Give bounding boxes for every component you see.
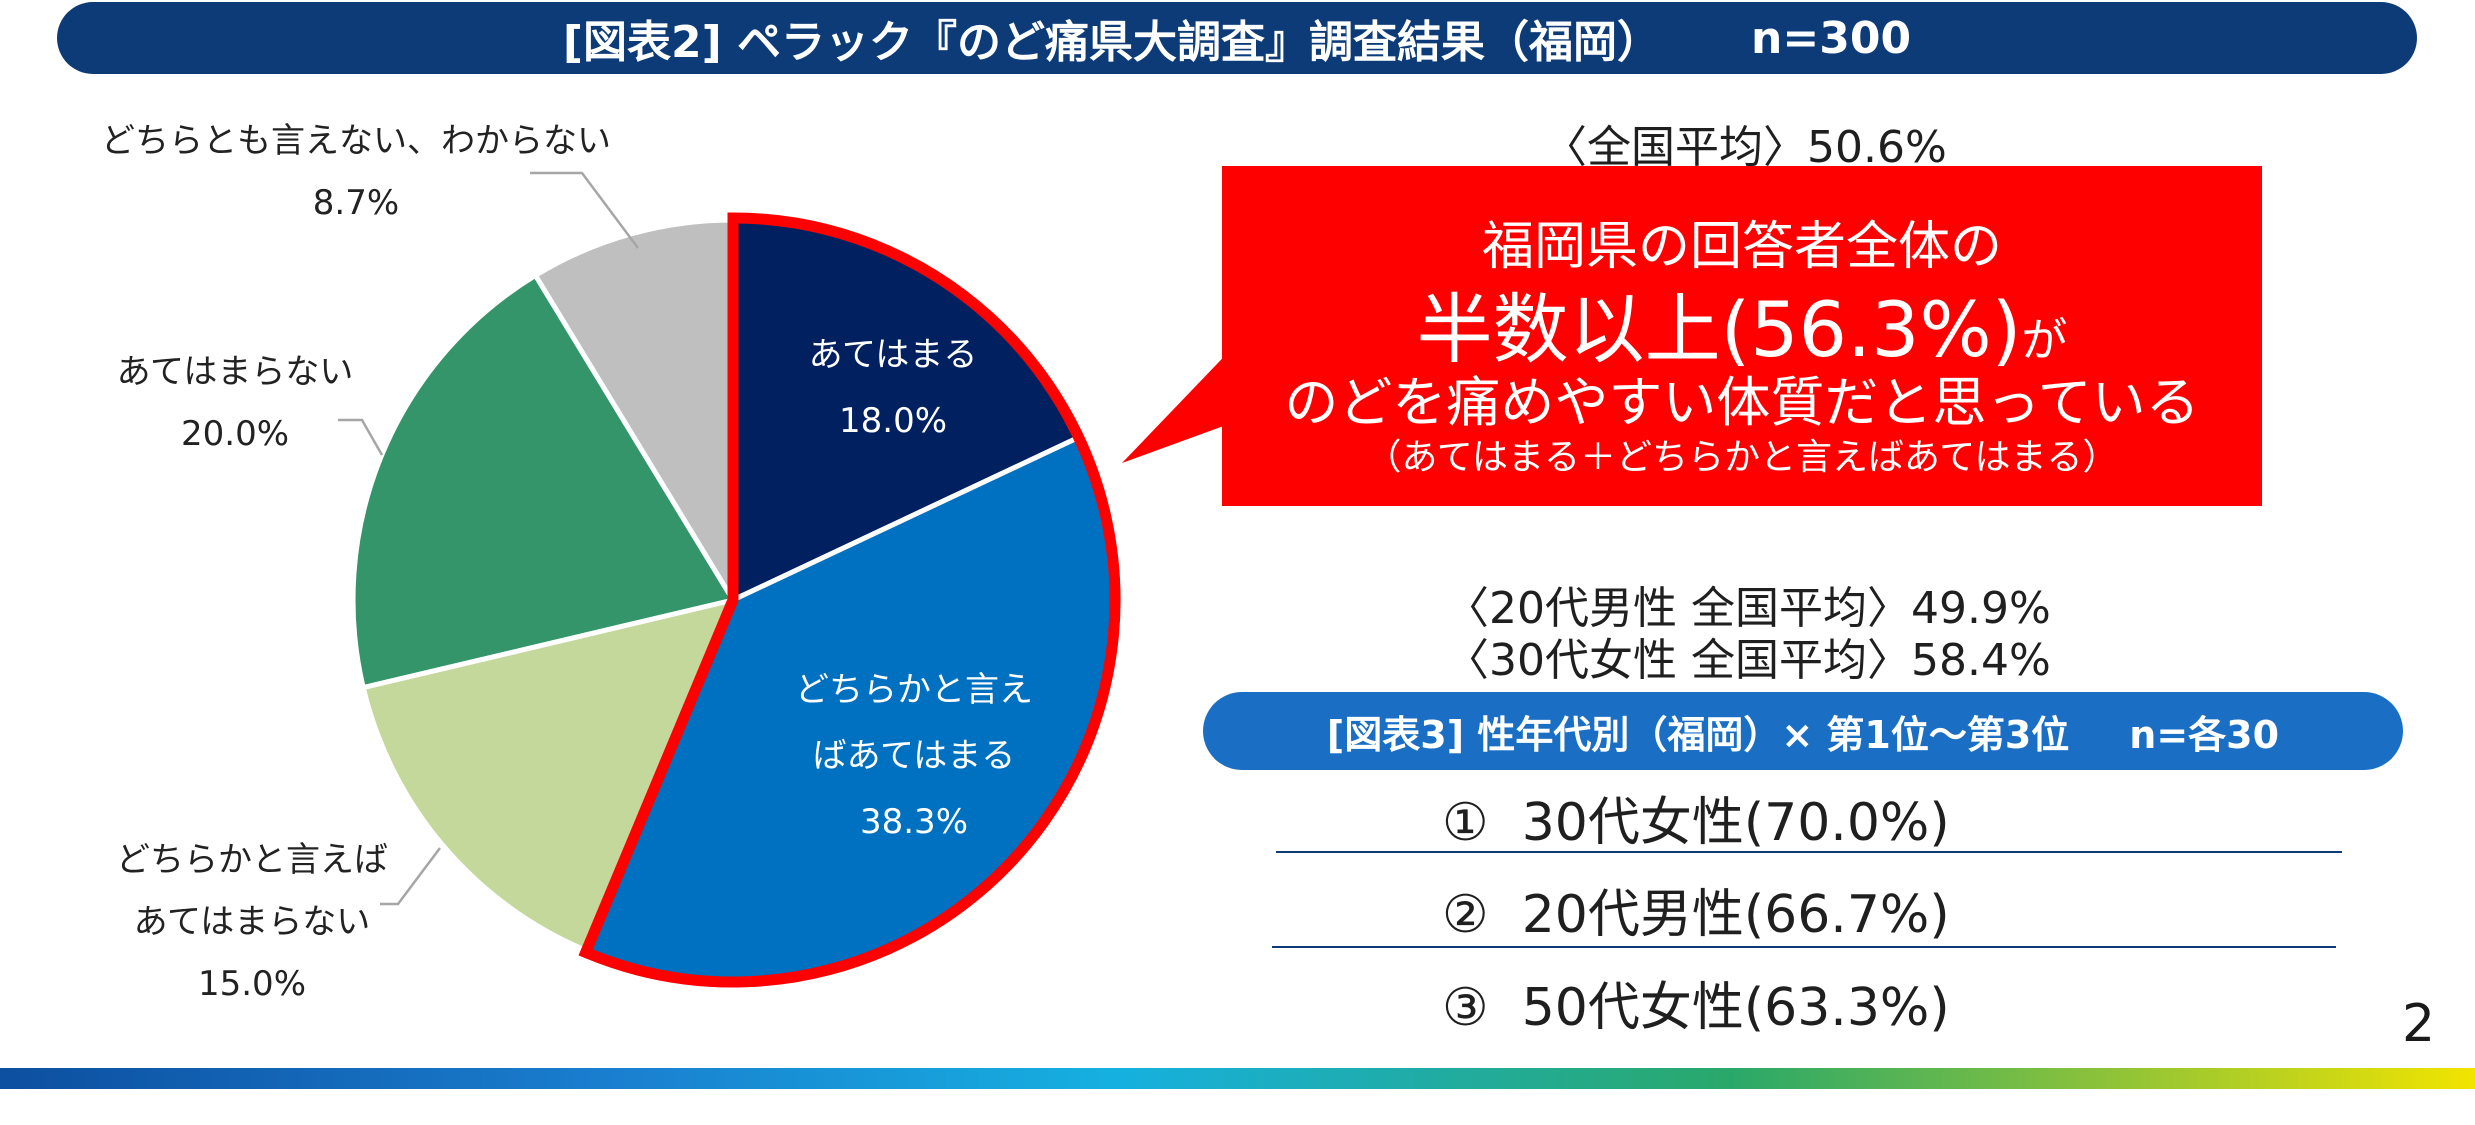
- ranking-title: [図表3] 性年代別（福岡）× 第1位〜第3位: [1326, 712, 2070, 757]
- rank-mark: ②: [1442, 885, 1489, 945]
- header-banner: [図表2] ペラック『のど痛県大調査』調査結果（福岡） n=300: [57, 2, 2417, 74]
- rank-divider: [1276, 851, 2342, 853]
- rank-text: 20代男性(66.7%): [1521, 885, 1950, 945]
- slice-label-s2: どちらかと言えば あてはまらない 15.0%: [116, 840, 388, 1004]
- callout-particle: が: [2021, 313, 2068, 367]
- female30-average: 〈30代女性 全国平均〉58.4%: [1445, 635, 2051, 686]
- rank-item-3: ③ 50代女性(63.3%): [1442, 965, 1950, 1040]
- pie-slice-4: [532, 217, 736, 609]
- callout-line2: 半数以上(56.3%)が: [1222, 268, 2262, 378]
- header-title: [図表2] ペラック『のど痛県大調査』調査結果（福岡）: [562, 17, 1662, 68]
- leader-line-1: [338, 418, 384, 456]
- ranking-sample: n=各30: [2129, 712, 2280, 757]
- leader-line-2: [380, 847, 441, 906]
- slice-label-s3: あてはまらない 20.0%: [116, 352, 354, 454]
- rank-mark: ①: [1442, 793, 1489, 853]
- callout-line1: 福岡県の回答者全体の: [1481, 217, 2002, 277]
- rank-item-1: ① 30代女性(70.0%): [1442, 780, 1950, 855]
- rank-text: 30代女性(70.0%): [1521, 793, 1950, 853]
- callout-box: 福岡県の回答者全体の 半数以上(56.3%)が のどを痛めやすい体質だと思ってい…: [1222, 166, 2262, 506]
- slice-label-s0: あてはまる 18.0%: [808, 335, 978, 441]
- callout-highlight: 半数以上(56.3%): [1416, 285, 2022, 374]
- bottom-gradient-bar: [0, 1068, 2475, 1089]
- slice-label-s4: どちらとも言えない、わからない 8.7%: [101, 121, 611, 223]
- pie-slice-2: [360, 596, 738, 954]
- ranking-banner: [図表3] 性年代別（福岡）× 第1位〜第3位 n=各30: [1203, 692, 2403, 770]
- rank-item-2: ② 20代男性(66.7%): [1442, 872, 1950, 947]
- national-average: 〈全国平均〉50.6%: [1543, 122, 1947, 173]
- callout-line4: （あてはまる＋どちらかと言えばあてはまる）: [1365, 437, 2119, 478]
- page-number: 2: [2402, 994, 2436, 1054]
- leader-line-0: [530, 171, 640, 249]
- rank-mark: ③: [1442, 978, 1489, 1038]
- male20-average: 〈20代男性 全国平均〉49.9%: [1445, 583, 2051, 634]
- rank-divider: [1272, 946, 2336, 948]
- callout-line3: のどを痛めやすい体質だと思っている: [1284, 371, 2200, 434]
- header-sample: n=300: [1751, 12, 1912, 64]
- highlight-outline: [578, 212, 1121, 988]
- slice-label-s1: どちらかと言え ばあてはまる 38.3%: [795, 670, 1033, 842]
- rank-text: 50代女性(63.3%): [1521, 978, 1950, 1038]
